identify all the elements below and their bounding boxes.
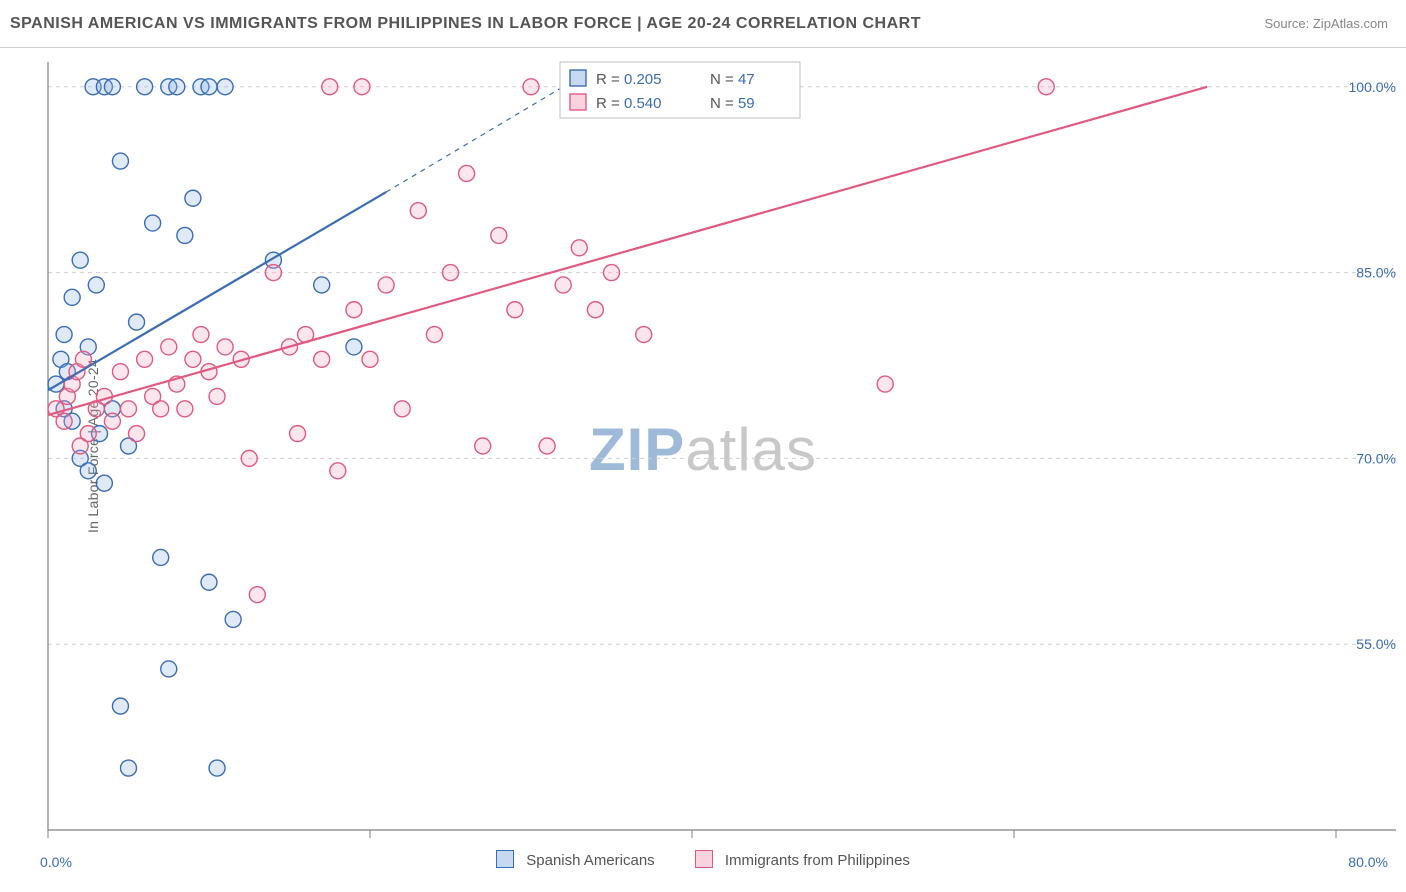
legend-swatch-spanish (496, 850, 514, 868)
legend-label-philippines: Immigrants from Philippines (725, 852, 910, 869)
source-attribution: Source: ZipAtlas.com (1264, 16, 1388, 31)
legend-swatch-philippines (695, 850, 713, 868)
svg-text:N = 59: N = 59 (710, 95, 755, 112)
svg-text:100.0%: 100.0% (1349, 79, 1396, 95)
footer-bar: 0.0% Spanish Americans Immigrants from P… (0, 844, 1406, 892)
svg-text:55.0%: 55.0% (1356, 636, 1396, 652)
svg-text:N = 47: N = 47 (710, 71, 755, 88)
x-axis-origin-label: 0.0% (40, 854, 72, 870)
svg-text:R = 0.205: R = 0.205 (596, 71, 661, 88)
chart-title: SPANISH AMERICAN VS IMMIGRANTS FROM PHIL… (10, 15, 921, 33)
legend-label-spanish: Spanish Americans (526, 852, 654, 869)
svg-text:70.0%: 70.0% (1356, 450, 1396, 466)
scatter-chart: 55.0% 70.0% 85.0% 100.0% R = 0.205 N = 47 R = … (0, 48, 1406, 844)
x-axis-max-label: 80.0% (1348, 854, 1388, 870)
plot-area: In Labor Force | Age 20-24 ZIPatlas 55.0… (0, 48, 1406, 844)
legend-item-spanish: Spanish Americans (496, 850, 655, 869)
legend-item-philippines: Immigrants from Philippines (695, 850, 910, 869)
svg-text:R = 0.540: R = 0.540 (596, 95, 661, 112)
legend: Spanish Americans Immigrants from Philip… (496, 850, 910, 869)
header-bar: SPANISH AMERICAN VS IMMIGRANTS FROM PHIL… (0, 0, 1406, 48)
svg-text:85.0%: 85.0% (1356, 265, 1396, 281)
